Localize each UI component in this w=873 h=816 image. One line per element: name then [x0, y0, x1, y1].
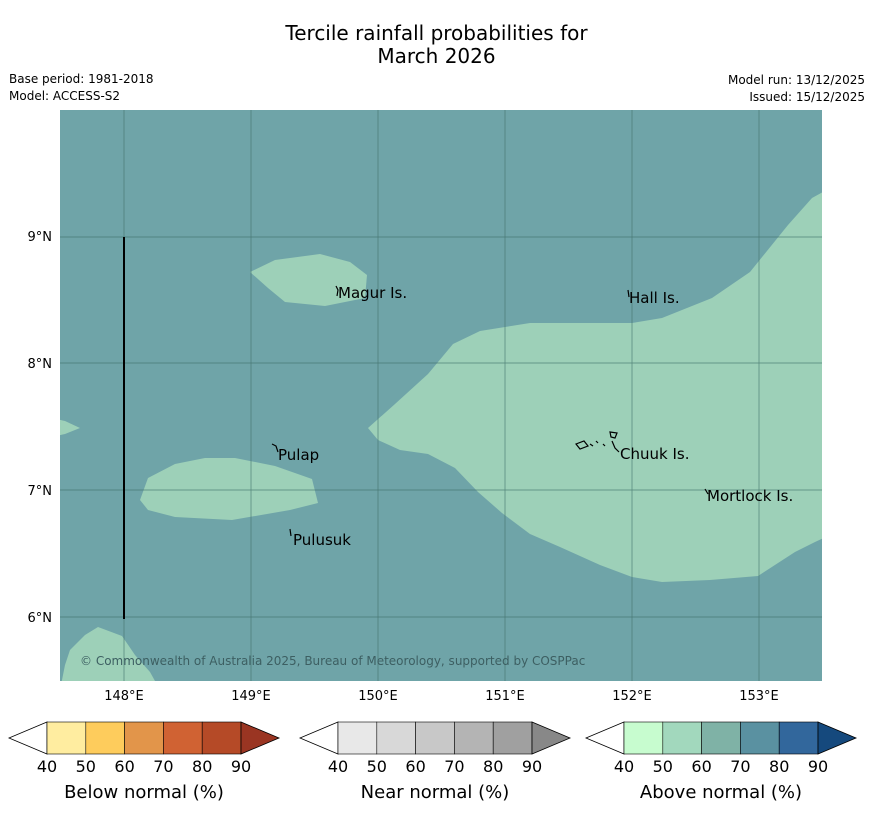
colorbar: 40 50 60 70 80 90 Below normal (%): [7, 721, 281, 803]
probability-region-pulap: [140, 458, 318, 520]
pulusuk-island-outline: [289, 528, 292, 537]
colorbar-tick-label: 80: [192, 757, 212, 776]
magur-island-outline: [335, 285, 339, 297]
colorbar-tick-label: 50: [76, 757, 96, 776]
colorbar-segment: [337, 721, 378, 755]
colorbar-tick-label: 40: [614, 757, 634, 776]
colorbar-segment: [415, 721, 455, 755]
colorbar-segment: [85, 721, 125, 755]
colorbar-segment: [124, 721, 164, 755]
meta-left: Base period: 1981-2018 Model: ACCESS-S2: [9, 71, 154, 105]
place-label: Magur Is.: [338, 284, 407, 302]
colorbar-segment: [623, 721, 664, 755]
place-label: Chuuk Is.: [620, 445, 689, 463]
colorbar-tick-label: 70: [153, 757, 173, 776]
colorbar-label: Above normal (%): [640, 782, 802, 803]
colorbar-extend-high: [817, 721, 858, 755]
colorbar-tick-label: 90: [522, 757, 542, 776]
colorbar-extend-low: [584, 721, 625, 755]
lat-tick-label: 8°N: [28, 357, 53, 372]
place-label: Pulusuk: [293, 531, 351, 549]
colorbar: 40 50 60 70 80 90 Above normal (%): [584, 721, 858, 803]
place-label: Hall Is.: [629, 289, 680, 307]
issued-date: Issued: 15/12/2025: [749, 90, 865, 104]
colorbar-segment: [376, 721, 416, 755]
mortlock-island-outline: [704, 488, 709, 495]
colorbar-tick-label: 60: [114, 757, 134, 776]
map-title: Tercile rainfall probabilities for March…: [0, 22, 873, 68]
lon-tick-label: 150°E: [358, 689, 398, 704]
base-period: Base period: 1981-2018: [9, 72, 154, 86]
meta-right: Model run: 13/12/2025 Issued: 15/12/2025: [728, 72, 865, 106]
colorbar-tick-label: 70: [444, 757, 464, 776]
colorbar-tick-label: 60: [405, 757, 425, 776]
colorbar-label: Near normal (%): [361, 782, 510, 803]
colorbar-tick-label: 70: [730, 757, 750, 776]
colorbar-segment: [454, 721, 494, 755]
model-name: Model: ACCESS-S2: [9, 89, 121, 103]
pulap-island-outline: [271, 443, 279, 453]
lat-tick-label: 6°N: [28, 611, 53, 626]
colorbar-label: Below normal (%): [64, 782, 224, 803]
colorbar-tick-label: 60: [691, 757, 711, 776]
colorbar-segment: [778, 721, 819, 755]
colorbar-segment: [662, 721, 702, 755]
colorbar-segment: [201, 721, 242, 755]
colorbar-extend-low: [7, 721, 48, 755]
lon-tick-label: 149°E: [231, 689, 271, 704]
colorbar-tick-label: 40: [37, 757, 57, 776]
colorbar-tick-label: 80: [769, 757, 789, 776]
colorbar-tick-label: 40: [328, 757, 348, 776]
colorbar-segment: [492, 721, 533, 755]
colorbar-segment: [740, 721, 780, 755]
hall-island-outline: [627, 289, 630, 298]
colorbar-segment: [701, 721, 741, 755]
colorbar-segment: [163, 721, 203, 755]
lon-tick-label: 151°E: [485, 689, 525, 704]
colorbar-extend-high: [531, 721, 572, 755]
colorbar-tick-label: 90: [808, 757, 828, 776]
colorbar-segment: [46, 721, 87, 755]
model-run: Model run: 13/12/2025: [727, 73, 865, 87]
chuuk-island-outlines: [575, 431, 620, 453]
lat-tick-label: 7°N: [28, 484, 53, 499]
copyright-text: © Commonwealth of Australia 2025, Bureau…: [80, 654, 585, 668]
lon-tick-label: 148°E: [104, 689, 144, 704]
lon-tick-label: 152°E: [612, 689, 652, 704]
place-label: Pulap: [278, 446, 319, 464]
lon-tick-label: 153°E: [739, 689, 779, 704]
lat-tick-label: 9°N: [28, 230, 53, 245]
probability-region-west-edge: [60, 419, 80, 436]
probability-region-east: [368, 192, 822, 582]
colorbar-tick-label: 50: [653, 757, 673, 776]
colorbar: 40 50 60 70 80 90 Near normal (%): [298, 721, 572, 803]
colorbar-tick-label: 80: [483, 757, 503, 776]
title-line-1: Tercile rainfall probabilities for: [285, 21, 588, 45]
colorbar-extend-high: [240, 721, 281, 755]
colorbar-tick-label: 90: [231, 757, 251, 776]
probability-region-southwest: [61, 627, 155, 681]
title-line-2: March 2026: [377, 44, 496, 68]
colorbar-tick-label: 50: [367, 757, 387, 776]
colorbar-extend-low: [298, 721, 339, 755]
place-label: Mortlock Is.: [707, 487, 793, 505]
